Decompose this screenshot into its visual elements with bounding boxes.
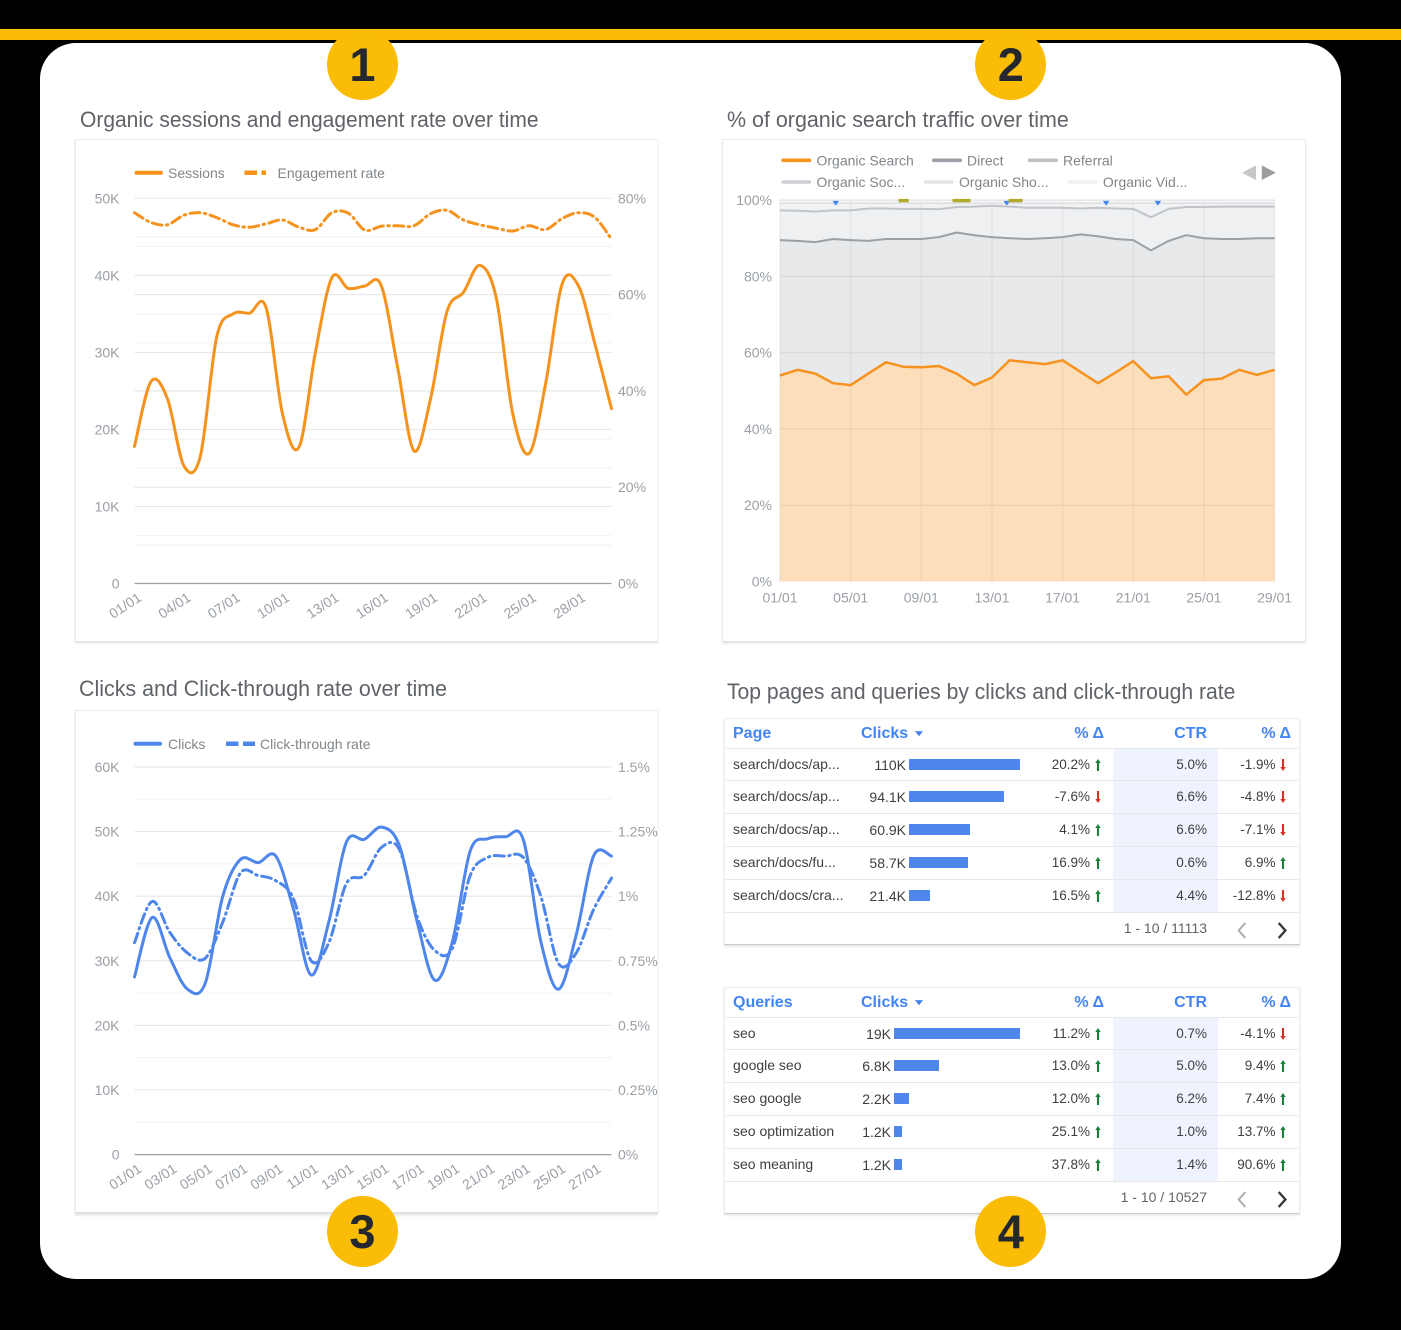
- svg-text:25/01: 25/01: [1186, 589, 1221, 605]
- svg-text:Organic Search: Organic Search: [817, 152, 914, 168]
- svg-text:0.25%: 0.25%: [618, 1082, 658, 1098]
- svg-text:20%: 20%: [618, 479, 646, 495]
- svg-text:20K: 20K: [94, 1017, 120, 1033]
- svg-text:30K: 30K: [94, 953, 120, 969]
- svg-text:Clicks: Clicks: [168, 736, 205, 752]
- svg-text:0%: 0%: [618, 1147, 638, 1163]
- svg-text:Organic Soc...: Organic Soc...: [817, 174, 906, 190]
- svg-text:40%: 40%: [618, 382, 646, 398]
- svg-text:Organic Vid...: Organic Vid...: [1103, 174, 1188, 190]
- svg-text:29/01: 29/01: [1257, 589, 1292, 605]
- svg-text:Referral: Referral: [1063, 152, 1113, 168]
- svg-text:60%: 60%: [618, 286, 646, 302]
- svg-text:0: 0: [111, 575, 119, 591]
- svg-text:100%: 100%: [736, 192, 772, 208]
- svg-text:1%: 1%: [618, 888, 638, 904]
- svg-text:80%: 80%: [744, 268, 772, 284]
- svg-text:50K: 50K: [94, 824, 120, 840]
- svg-text:0%: 0%: [618, 575, 638, 591]
- svg-text:40K: 40K: [94, 888, 120, 904]
- svg-text:80%: 80%: [618, 190, 646, 206]
- svg-text:60K: 60K: [94, 759, 120, 775]
- svg-text:05/01: 05/01: [833, 589, 868, 605]
- svg-text:40K: 40K: [94, 267, 120, 283]
- svg-text:Sessions: Sessions: [168, 165, 225, 181]
- svg-text:30K: 30K: [94, 344, 120, 360]
- svg-text:21/01: 21/01: [1116, 589, 1151, 605]
- svg-text:13/01: 13/01: [974, 589, 1009, 605]
- svg-text:10K: 10K: [94, 1082, 120, 1098]
- svg-text:0.5%: 0.5%: [618, 1017, 650, 1033]
- svg-text:0: 0: [111, 1147, 119, 1163]
- svg-text:09/01: 09/01: [904, 589, 939, 605]
- svg-text:17/01: 17/01: [1045, 589, 1080, 605]
- svg-text:Direct: Direct: [967, 152, 1004, 168]
- svg-text:1.5%: 1.5%: [618, 759, 650, 775]
- svg-text:01/01: 01/01: [762, 589, 797, 605]
- svg-text:Click-through rate: Click-through rate: [260, 736, 371, 752]
- svg-text:60%: 60%: [744, 344, 772, 360]
- svg-text:40%: 40%: [744, 420, 772, 436]
- svg-text:Engagement rate: Engagement rate: [277, 165, 385, 181]
- svg-text:20%: 20%: [744, 497, 772, 513]
- svg-text:0.75%: 0.75%: [618, 953, 658, 969]
- svg-text:10K: 10K: [94, 498, 120, 514]
- svg-text:50K: 50K: [94, 190, 120, 206]
- svg-text:20K: 20K: [94, 421, 120, 437]
- svg-text:Organic Sho...: Organic Sho...: [959, 174, 1049, 190]
- svg-text:0%: 0%: [752, 573, 772, 589]
- svg-text:1.25%: 1.25%: [618, 824, 658, 840]
